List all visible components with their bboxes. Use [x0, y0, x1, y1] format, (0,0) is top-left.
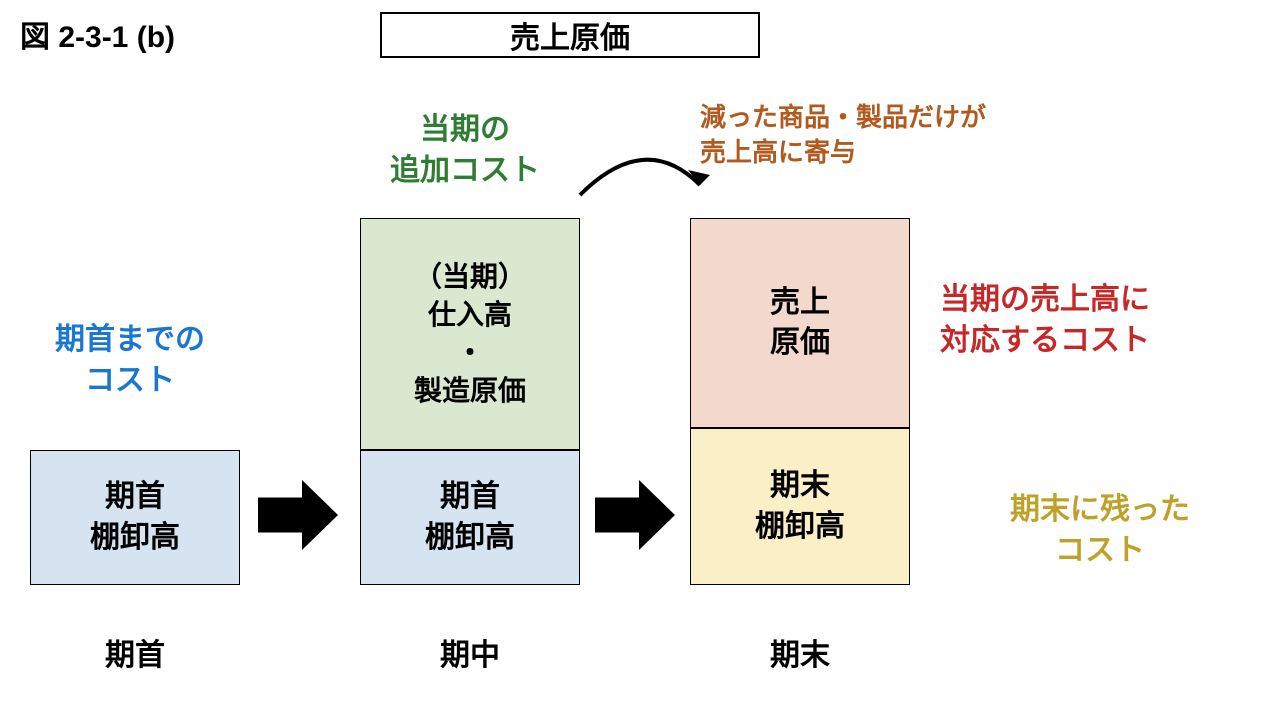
title-box: 売上原価 — [380, 12, 760, 58]
box-col3-bottom: 期末 棚卸高 — [690, 428, 910, 585]
box-col1-bottom-line2: 棚卸高 — [90, 521, 180, 554]
annotation-green: 当期の 追加コスト — [350, 110, 580, 191]
annotation-red-line1: 当期の売上高に — [940, 283, 1150, 316]
box-col1-bottom-line1: 期首 — [105, 480, 165, 513]
box-col2-top-line1: （当期） — [414, 261, 526, 292]
box-col2-top: （当期） 仕入高 ・ 製造原価 — [360, 218, 580, 450]
box-col3-bottom-line2: 棚卸高 — [755, 510, 845, 543]
annotation-brown-line2: 売上高に寄与 — [700, 137, 856, 167]
box-col1-bottom: 期首 棚卸高 — [30, 450, 240, 585]
annotation-ochre-line1: 期末に残った — [1010, 493, 1190, 526]
annotation-red: 当期の売上高に 対応するコスト — [940, 280, 1260, 361]
annotation-green-line1: 当期の — [420, 113, 510, 146]
annotation-ochre: 期末に残った コスト — [950, 490, 1250, 571]
box-col2-top-line3: ・ — [456, 337, 484, 368]
period-label-3: 期末 — [690, 630, 910, 674]
annotation-brown-line1: 減った商品・製品だけが — [700, 102, 986, 132]
box-col2-top-line2: 仕入高 — [428, 299, 512, 330]
figure-label: 図 2-3-1 (b) — [20, 12, 175, 56]
annotation-brown: 減った商品・製品だけが 売上高に寄与 — [700, 100, 1070, 170]
annotation-ochre-line2: コスト — [1055, 534, 1145, 567]
annotation-blue: 期首までの コスト — [20, 320, 240, 401]
curved-arrow — [570, 145, 720, 205]
period-label-2: 期中 — [360, 630, 580, 674]
box-col2-bottom-line1: 期首 — [440, 480, 500, 513]
box-col2-bottom: 期首 棚卸高 — [360, 450, 580, 585]
period-label-1: 期首 — [30, 630, 240, 674]
annotation-red-line2: 対応するコスト — [940, 324, 1150, 357]
arrow-1 — [258, 480, 338, 550]
box-col3-top-line2: 原価 — [770, 326, 830, 359]
annotation-blue-line1: 期首までの — [55, 323, 205, 356]
box-col3-bottom-line1: 期末 — [770, 469, 830, 502]
box-col2-bottom-line2: 棚卸高 — [425, 521, 515, 554]
box-col3-top-line1: 売上 — [770, 286, 830, 319]
arrow-2 — [595, 480, 675, 550]
annotation-blue-line2: コスト — [85, 364, 175, 397]
box-col2-top-line4: 製造原価 — [414, 375, 526, 406]
box-col3-top: 売上 原価 — [690, 218, 910, 428]
annotation-green-line2: 追加コスト — [390, 154, 540, 187]
